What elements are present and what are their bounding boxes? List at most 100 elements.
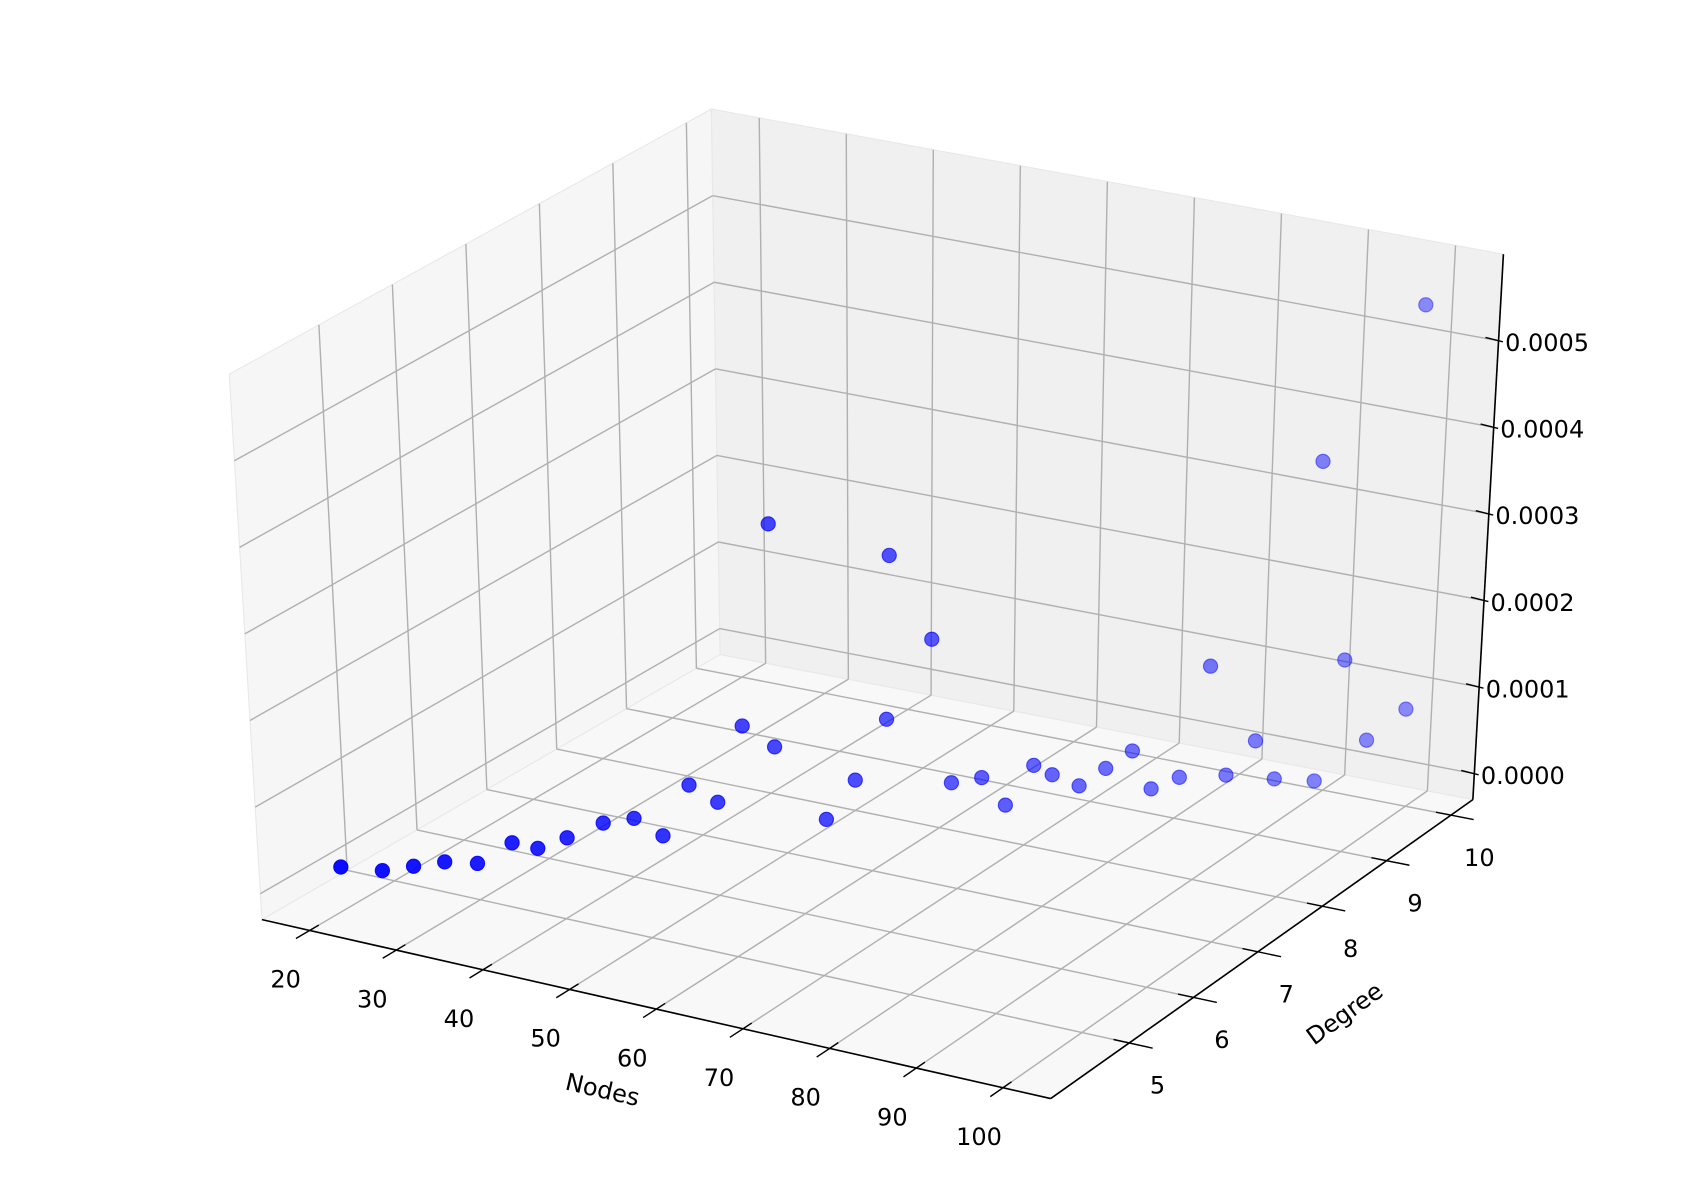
z-tick (1480, 423, 1499, 430)
x-tick (555, 983, 579, 999)
y-tick (1435, 811, 1474, 821)
x-tick-label: 60 (617, 1044, 648, 1072)
point (1337, 652, 1353, 668)
grid-line (318, 324, 348, 871)
point (595, 815, 611, 831)
y-tick-label: 6 (1214, 1026, 1229, 1054)
grid-line (1426, 245, 1457, 791)
z-tick (1465, 683, 1484, 689)
point (1358, 732, 1375, 748)
grid-line (716, 454, 1485, 602)
grid-line (612, 163, 628, 709)
y-tick-label: 5 (1150, 1072, 1165, 1100)
grid-line (482, 694, 932, 971)
y-tick-label: 7 (1279, 980, 1294, 1008)
x-tick-label: 90 (877, 1103, 908, 1131)
point (1044, 767, 1060, 783)
grid-line (930, 149, 935, 696)
x-tick-label: 30 (357, 985, 388, 1013)
y-tick-label: 8 (1343, 935, 1358, 963)
point (1247, 733, 1264, 749)
grid-line (254, 541, 719, 808)
grid-line (719, 627, 1475, 775)
y-tick (1113, 1038, 1153, 1049)
grid-line (260, 627, 721, 895)
x-tick (382, 944, 406, 959)
point (847, 772, 863, 788)
grid-line (915, 774, 1346, 1069)
point (1418, 297, 1434, 313)
point (1098, 760, 1114, 777)
x-tick-label: 100 (956, 1123, 1002, 1151)
point (374, 862, 391, 879)
x-tick (729, 1022, 753, 1038)
point (1306, 773, 1322, 789)
x-tick-label: 80 (790, 1084, 821, 1112)
z-tick (1475, 509, 1494, 516)
grid-line (465, 244, 488, 790)
grid-line (758, 117, 767, 664)
point (974, 769, 990, 786)
grid-line (712, 194, 1499, 342)
point (1143, 781, 1159, 797)
point (559, 830, 575, 846)
point (818, 811, 835, 827)
points (333, 297, 1434, 879)
grid-line (1013, 165, 1022, 712)
grid-line (1002, 790, 1428, 1089)
grid-line (1095, 181, 1109, 728)
point (766, 739, 783, 755)
x-tick-label: 20 (270, 966, 301, 994)
point (943, 775, 960, 791)
point (924, 631, 940, 647)
point (1315, 453, 1331, 470)
grid-line (742, 742, 1180, 1030)
y-tick-label: 9 (1407, 889, 1422, 917)
x-tick (989, 1081, 1012, 1098)
z-tick-label: 0.0005 (1505, 329, 1589, 357)
point (333, 859, 349, 875)
grid-line (347, 869, 1130, 1044)
point (1071, 778, 1087, 794)
x-tick-label: 70 (704, 1064, 735, 1092)
z-tick-label: 0.0000 (1481, 762, 1565, 790)
point (1171, 769, 1187, 785)
point (997, 797, 1014, 813)
grid-line (538, 203, 558, 750)
y-tick (1242, 947, 1282, 958)
grid-line (556, 748, 1323, 907)
point (1398, 701, 1414, 717)
point (1266, 771, 1282, 787)
point (710, 794, 726, 810)
grid-line (244, 368, 716, 635)
panes (228, 108, 1504, 1100)
x-tick (295, 924, 320, 940)
grid-line (655, 726, 1097, 1010)
x-tick (469, 963, 493, 979)
point (881, 547, 897, 564)
point (530, 840, 546, 857)
y-tick-label: 10 (1464, 844, 1495, 872)
grid-line (1178, 197, 1196, 744)
y-axis (1050, 798, 1474, 1100)
grid-line (395, 678, 849, 951)
grid (234, 117, 1499, 1089)
z-tick-label: 0.0002 (1491, 589, 1575, 617)
x-tick-label: 50 (530, 1025, 561, 1053)
grid-line (569, 710, 1015, 991)
point (1026, 757, 1042, 774)
point (504, 835, 520, 851)
grid-line (249, 454, 718, 722)
z-tick (1461, 769, 1479, 776)
grid-line (718, 541, 1480, 688)
point (760, 516, 776, 532)
grid-line (696, 667, 1452, 816)
grid-line (239, 281, 715, 548)
z-axis (1472, 254, 1505, 800)
grid-line (391, 284, 418, 830)
x-axis (261, 918, 1051, 1100)
x-axis-label: Nodes (563, 1068, 643, 1112)
x-tick (903, 1061, 926, 1078)
point (878, 711, 895, 727)
y-tick (1177, 993, 1218, 1004)
